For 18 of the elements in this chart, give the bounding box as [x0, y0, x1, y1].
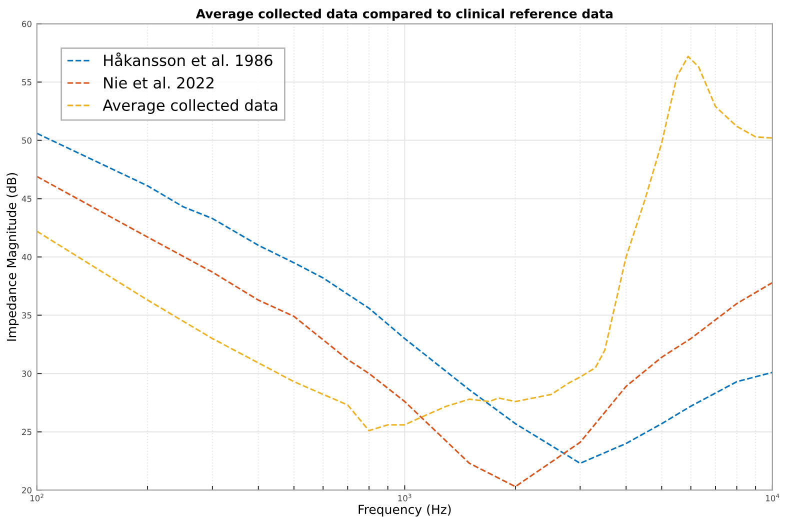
- y-tick-label: 40: [22, 254, 32, 260]
- legend-label: Average collected data: [102, 99, 278, 114]
- y-tick-label: 45: [22, 196, 32, 202]
- x-tick-label: 10$^{2}$: [30, 494, 44, 502]
- x-axis-title: Frequency (Hz): [358, 504, 451, 517]
- y-tick-label: 25: [22, 428, 32, 436]
- legend-label: Håkansson et al. 1986: [104, 52, 272, 66]
- y-tick-label: 50: [22, 137, 32, 144]
- legend-label: Nie et al. 2022: [104, 76, 214, 89]
- y-tick-label: 20: [22, 487, 32, 494]
- chart-title: Average collected data compared to clinical reference data: [196, 8, 612, 21]
- x-tick-label: 10$^{4}$: [766, 494, 780, 502]
- y-tick-label: 60: [22, 20, 32, 28]
- y-tick-label: 35: [22, 312, 32, 319]
- y-tick-label: 30: [22, 370, 32, 377]
- y-tick-label: 55: [22, 79, 32, 86]
- y-axis-title: Impedance Magnitude (dB): [6, 173, 19, 341]
- x-tick-label: 10$^{3}$: [398, 494, 412, 502]
